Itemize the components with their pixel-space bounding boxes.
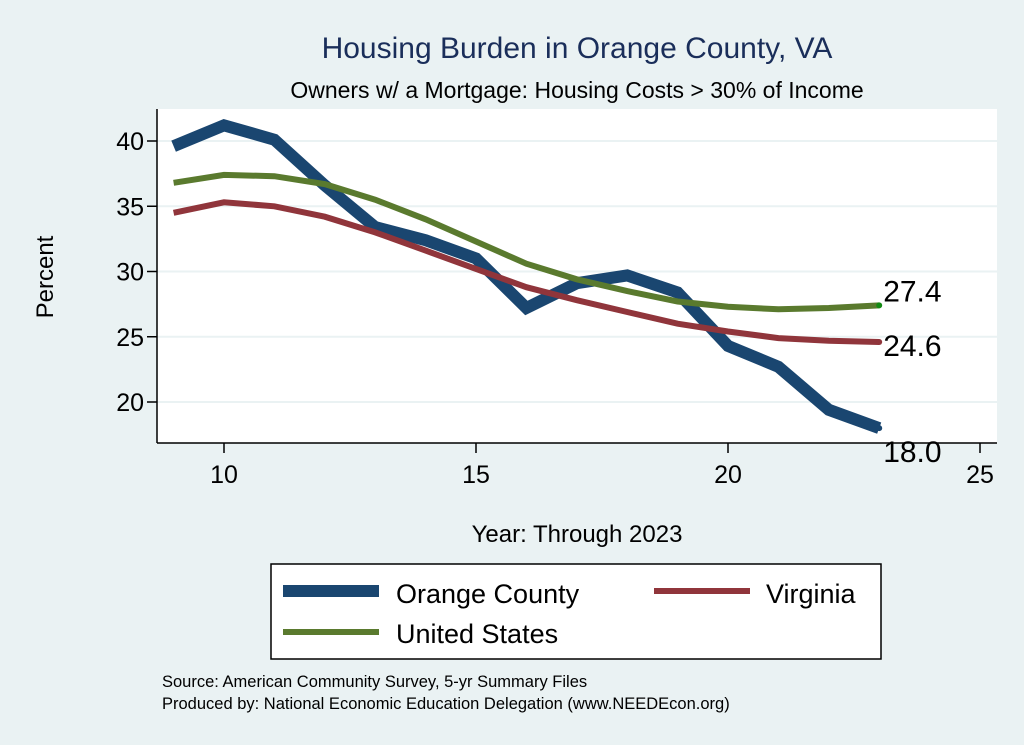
source-note: Source: American Community Survey, 5-yr … <box>162 673 587 691</box>
gridlines <box>157 140 997 403</box>
end-marker-virginia <box>876 338 883 345</box>
y-tick-label: 25 <box>116 324 144 352</box>
y-tick-label: 35 <box>116 193 144 221</box>
end-labels: 18.0 24.6 27.4 <box>883 275 941 469</box>
series-lines <box>171 118 883 434</box>
legend-label-virginia: Virginia <box>766 579 857 609</box>
y-tick-label: 20 <box>116 389 144 417</box>
tick-labels: 20 25 30 35 40 10 15 20 25 <box>116 128 994 489</box>
end-label-orange-county: 18.0 <box>883 436 941 469</box>
legend: Orange County Virginia United States <box>270 563 882 660</box>
legend-box <box>270 563 882 660</box>
x-axis-title: Year: Through 2023 <box>472 521 683 548</box>
end-marker-united-states <box>876 302 883 309</box>
x-tick-label: 15 <box>462 461 490 489</box>
axes <box>147 109 997 453</box>
x-tick-label: 20 <box>714 461 742 489</box>
series-line-virginia <box>172 199 880 345</box>
producer-note: Produced by: National Economic Education… <box>162 695 730 713</box>
series-line-united-states <box>173 171 880 313</box>
x-tick-label: 10 <box>210 461 238 489</box>
chart-subtitle: Owners w/ a Mortgage: Housing Costs > 30… <box>290 77 863 103</box>
y-tick-label: 40 <box>116 128 144 156</box>
series-line-orange-county <box>171 118 882 434</box>
y-axis-title: Percent <box>32 235 59 318</box>
chart-title: Housing Burden in Orange County, VA <box>322 32 833 65</box>
end-label-united-states: 27.4 <box>883 275 941 308</box>
legend-label-united-states: United States <box>396 619 558 649</box>
legend-label-orange-county: Orange County <box>396 579 580 609</box>
plot-area <box>157 109 997 443</box>
end-marker-orange-county <box>876 425 883 432</box>
y-tick-label: 30 <box>116 259 144 287</box>
x-tick-label: 25 <box>966 461 994 489</box>
end-label-virginia: 24.6 <box>883 330 941 363</box>
